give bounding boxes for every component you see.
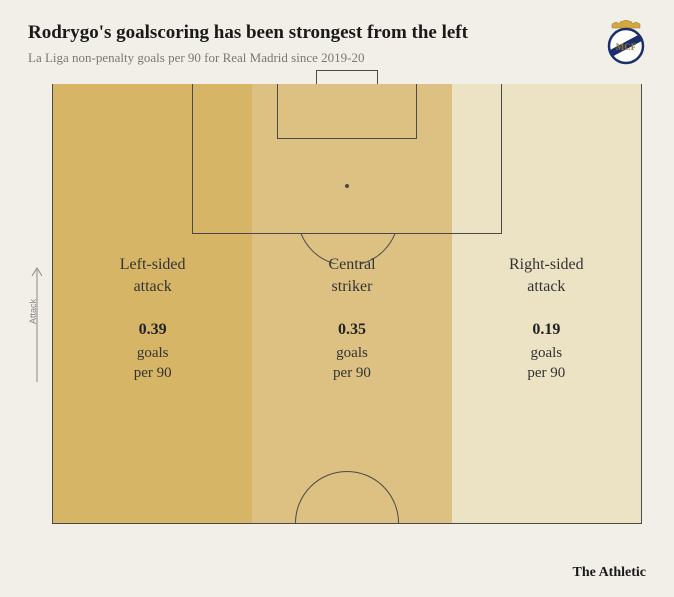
- zone-center: Central striker 0.35 goals per 90: [252, 84, 451, 523]
- pitch: Left-sided attack 0.39 goals per 90 Cent…: [52, 84, 642, 524]
- attack-axis-label: Attack: [28, 299, 38, 324]
- attack-arrow-icon: [30, 264, 44, 384]
- pitch-chart: Attack Left-sided attack 0.39 goals per …: [52, 84, 642, 524]
- header: Rodrygo's goalscoring has been strongest…: [28, 22, 646, 66]
- goal-line: [316, 70, 378, 84]
- zone-right: Right-sided attack 0.19 goals per 90: [452, 84, 641, 523]
- svg-text:MCF: MCF: [616, 42, 637, 52]
- zone-value: 0.39: [53, 321, 252, 339]
- chart-title: Rodrygo's goalscoring has been strongest…: [28, 22, 646, 44]
- chart-subtitle: La Liga non-penalty goals per 90 for Rea…: [28, 50, 646, 66]
- zone-label: Right-sided attack: [452, 254, 641, 297]
- zone-unit: goals per 90: [53, 343, 252, 384]
- zone-unit: goals per 90: [452, 343, 641, 384]
- zone-value: 0.35: [252, 321, 451, 339]
- zone-value: 0.19: [452, 321, 641, 339]
- source-credit: The Athletic: [573, 565, 647, 581]
- penalty-spot: [345, 184, 349, 188]
- zone-label: Central striker: [252, 254, 451, 297]
- zone-unit: goals per 90: [252, 343, 451, 384]
- zone-label: Left-sided attack: [53, 254, 252, 297]
- zone-left: Left-sided attack 0.39 goals per 90: [53, 84, 252, 523]
- real-madrid-crest-icon: MCF: [606, 20, 646, 68]
